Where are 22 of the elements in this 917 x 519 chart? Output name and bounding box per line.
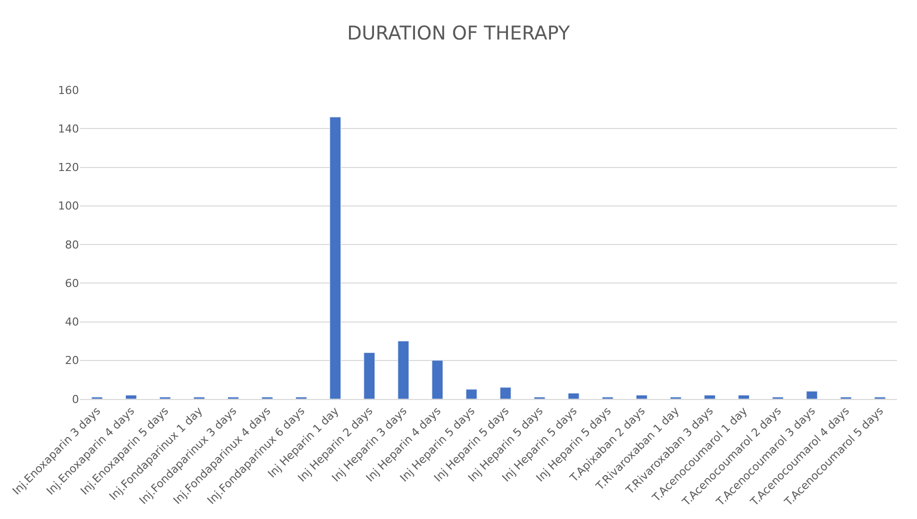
y-tick-label: 160: [58, 84, 79, 97]
bar: [364, 352, 376, 399]
bar: [398, 340, 410, 399]
bar: [568, 392, 580, 399]
bar: [636, 394, 648, 399]
y-tick-label: 140: [58, 122, 79, 136]
y-tick-label: 60: [65, 276, 79, 290]
chart-title: DURATION OF THERAPY: [347, 22, 570, 44]
bar: [704, 394, 716, 399]
y-tick-label: 120: [58, 161, 79, 174]
y-tick-label: 40: [65, 316, 79, 329]
bar: [432, 360, 444, 399]
y-tick-label: 20: [65, 354, 79, 368]
bar: [500, 387, 512, 399]
y-tick-label: 0: [72, 392, 79, 406]
bar: [125, 394, 137, 399]
bar: [330, 116, 342, 399]
bar: [738, 394, 750, 399]
bar: [806, 391, 818, 399]
bar: [466, 389, 478, 399]
y-tick-label: 100: [58, 200, 79, 213]
y-tick-label: 80: [65, 238, 79, 252]
